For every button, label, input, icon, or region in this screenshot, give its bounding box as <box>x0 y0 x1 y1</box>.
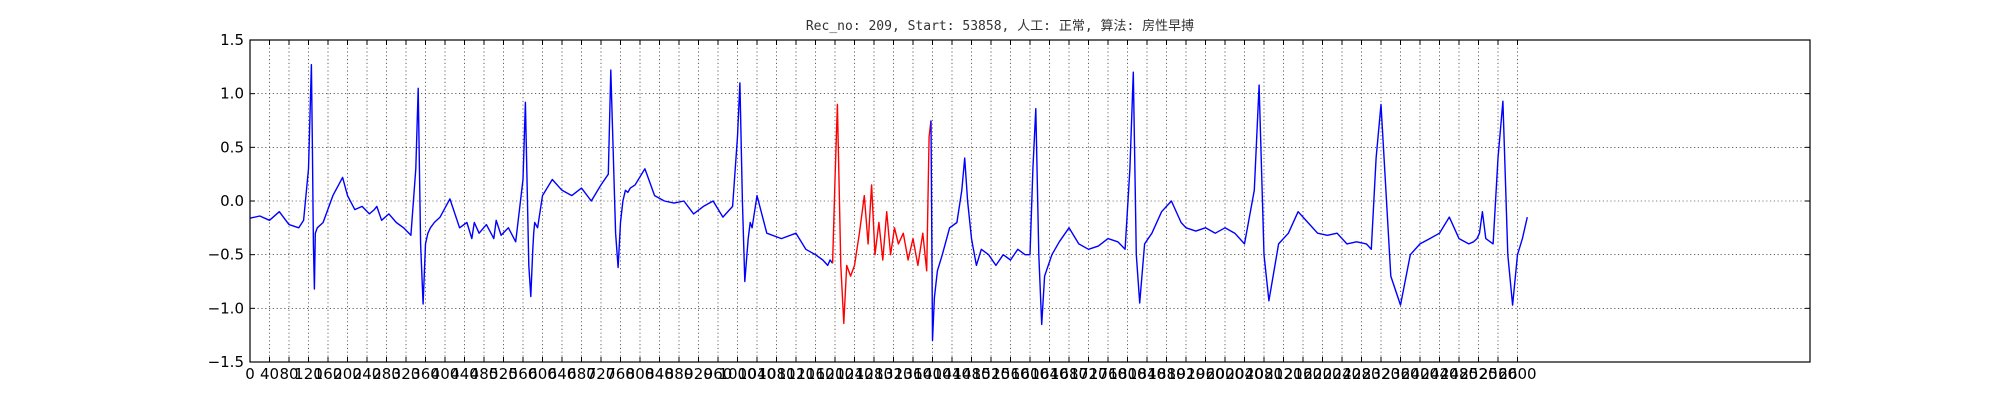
x-tick-label: 2400 <box>1401 365 1439 383</box>
x-tick-label: 640 <box>548 365 577 383</box>
x-tick-label: 200 <box>333 365 362 383</box>
x-tick-label: 1720 <box>1069 365 1107 383</box>
x-tick-label: 2240 <box>1323 365 1361 383</box>
x-tick-label: 2600 <box>1498 365 1536 383</box>
y-tick-label: −1.0 <box>208 299 244 317</box>
x-tick-label: 1600 <box>1011 365 1049 383</box>
x-tick-label: 1040 <box>738 365 776 383</box>
x-tick-label: 1880 <box>1147 365 1185 383</box>
x-tick-label: 2440 <box>1420 365 1458 383</box>
x-tick-label: 1680 <box>1050 365 1088 383</box>
x-tick-label: 2320 <box>1362 365 1400 383</box>
x-tick-label: 1000 <box>718 365 756 383</box>
y-tick-label: 0.0 <box>220 192 244 210</box>
y-axis: −1.5 −1.0 −0.5 0.0 0.5 1.0 1.5 <box>208 31 1810 371</box>
x-tick-label: 320 <box>392 365 421 383</box>
ecg-series-highlight <box>831 103 932 325</box>
x-tick-label: 360 <box>411 365 440 383</box>
x-tick-label: 160 <box>314 365 343 383</box>
grid-lines <box>249 39 1810 363</box>
chart-title: Rec_no: 209, Start: 53858, 人工: 正常, 算法: 房… <box>806 18 1194 34</box>
x-tick-label: 1640 <box>1030 365 1068 383</box>
x-tick-label: 1920 <box>1167 365 1205 383</box>
x-tick-label: 2040 <box>1225 365 1263 383</box>
x-tick-label: 1520 <box>972 365 1010 383</box>
x-tick-label: 760 <box>606 365 635 383</box>
x-tick-label: 1560 <box>991 365 1029 383</box>
x-tick-label: 2560 <box>1479 365 1517 383</box>
x-tick-label: 2000 <box>1206 365 1244 383</box>
y-tick-label: 0.5 <box>220 138 244 156</box>
y-tick-label: 1.0 <box>220 85 244 103</box>
x-tick-label: 240 <box>353 365 382 383</box>
ecg-series-before <box>249 63 834 305</box>
series-layer <box>249 63 1528 342</box>
x-tick-label: 280 <box>372 365 401 383</box>
x-tick-label: 1440 <box>933 365 971 383</box>
x-tick-label: 0 <box>245 365 255 383</box>
x-tick-label: 80 <box>279 365 298 383</box>
y-tick-label: −1.5 <box>208 353 244 371</box>
x-tick-label: 840 <box>645 365 674 383</box>
x-tick-label: 1200 <box>816 365 854 383</box>
x-tick-label: 1480 <box>952 365 990 383</box>
x-tick-label: 2120 <box>1264 365 1302 383</box>
x-tick-label: 1760 <box>1089 365 1127 383</box>
x-tick-label: 1240 <box>835 365 873 383</box>
x-tick-label: 920 <box>684 365 713 383</box>
x-tick-label: 1280 <box>855 365 893 383</box>
y-tick-label: −0.5 <box>208 246 244 264</box>
x-tick-label: 480 <box>470 365 499 383</box>
x-tick-label: 960 <box>704 365 733 383</box>
x-tick-label: 2360 <box>1381 365 1419 383</box>
x-tick-label: 2080 <box>1245 365 1283 383</box>
x-tick-label: 1960 <box>1186 365 1224 383</box>
y-tick-label: 1.5 <box>220 31 244 49</box>
x-tick-label: 1080 <box>757 365 795 383</box>
x-tick-label: 2280 <box>1342 365 1380 383</box>
x-tick-label: 2480 <box>1440 365 1478 383</box>
x-tick-label: 400 <box>431 365 460 383</box>
x-axis: 0 40 8012016020024028032036040044048052056… <box>245 40 1537 383</box>
x-tick-label: 1400 <box>913 365 951 383</box>
x-tick-label: 1360 <box>894 365 932 383</box>
x-tick-label: 2520 <box>1459 365 1497 383</box>
x-tick-label: 40 <box>260 365 279 383</box>
x-tick-label: 1320 <box>874 365 912 383</box>
x-tick-label: 440 <box>450 365 479 383</box>
x-tick-label: 560 <box>509 365 538 383</box>
x-tick-label: 2160 <box>1284 365 1322 383</box>
x-tick-label: 880 <box>665 365 694 383</box>
x-tick-label: 1840 <box>1128 365 1166 383</box>
x-tick-label: 1120 <box>777 365 815 383</box>
x-tick-label: 800 <box>626 365 655 383</box>
x-tick-label: 1160 <box>796 365 834 383</box>
x-tick-label: 680 <box>567 365 596 383</box>
x-tick-label: 2200 <box>1303 365 1341 383</box>
x-tick-label: 1800 <box>1108 365 1146 383</box>
x-tick-label: 600 <box>528 365 557 383</box>
x-tick-label: 720 <box>587 365 616 383</box>
ecg-series-after <box>930 71 1528 342</box>
x-tick-label: 120 <box>294 365 323 383</box>
x-tick-label: 520 <box>489 365 518 383</box>
